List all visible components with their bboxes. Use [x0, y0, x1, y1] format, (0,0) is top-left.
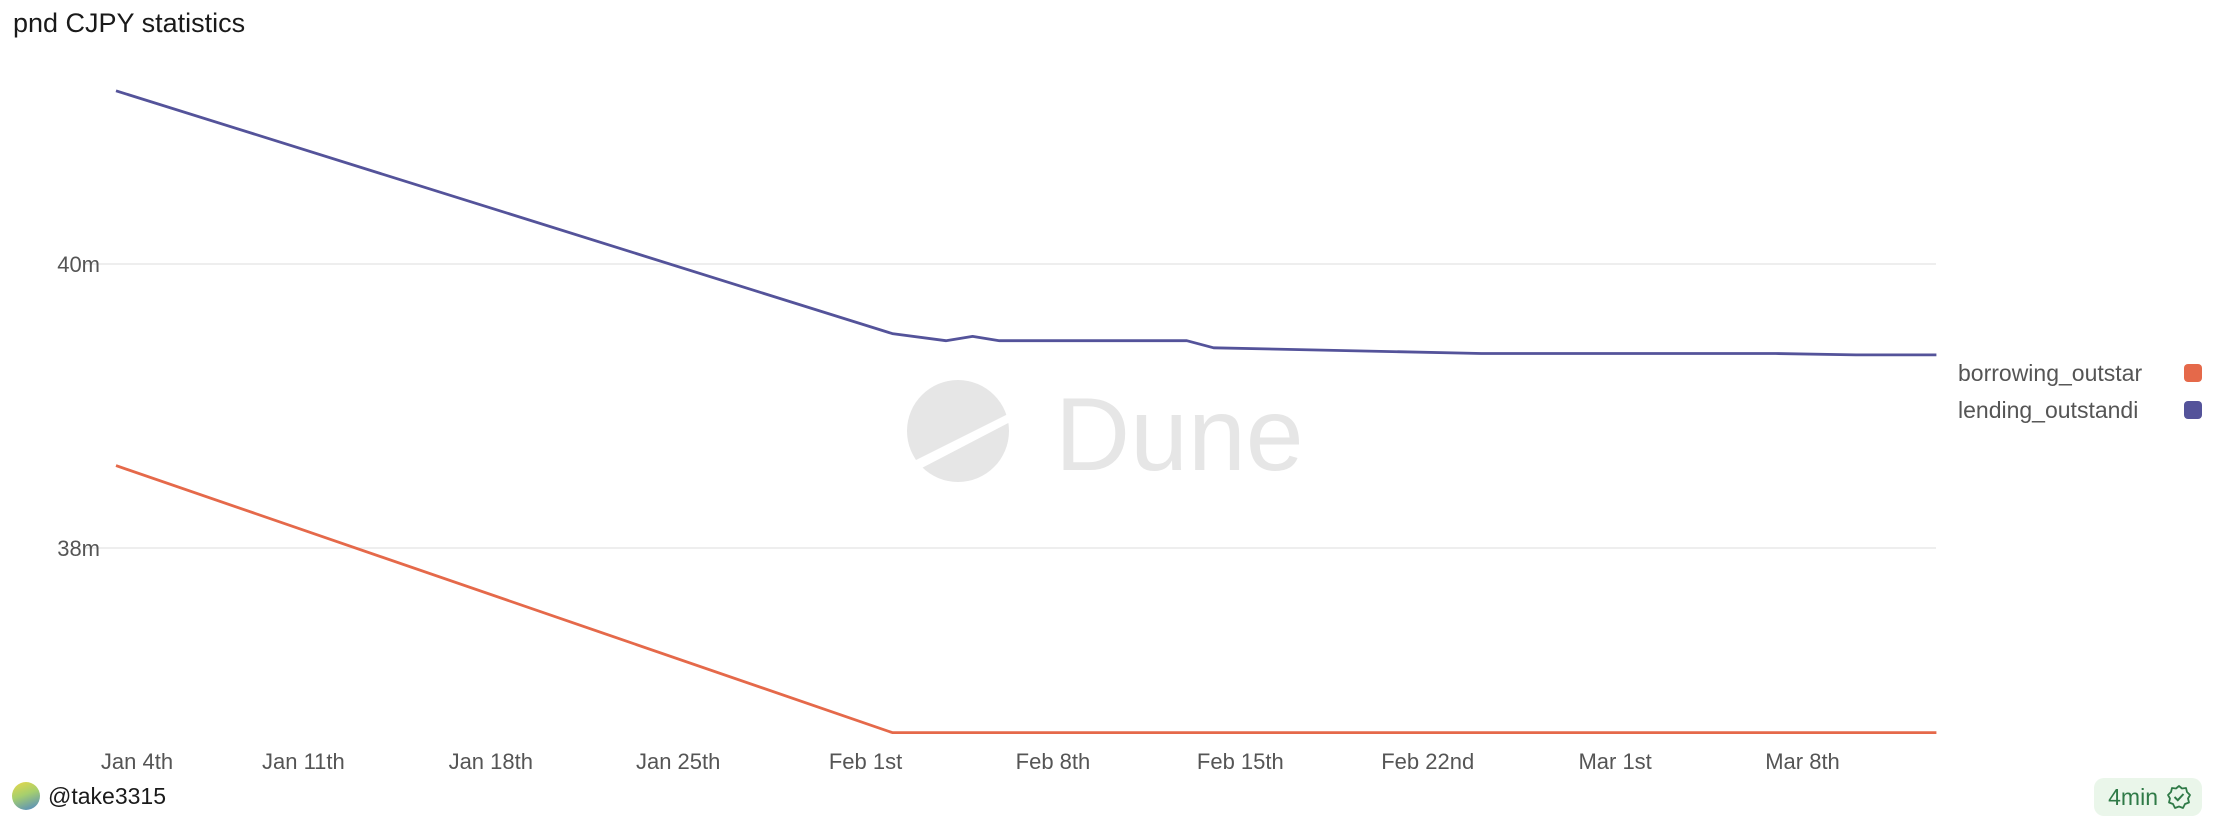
verified-check-icon [2167, 785, 2191, 809]
legend-swatch [2184, 364, 2202, 382]
x-tick-label: Jan 11th [262, 749, 345, 774]
x-tick-label: Feb 1st [829, 749, 902, 774]
author-name: @take3315 [48, 782, 166, 809]
x-tick-label: Feb 8th [1016, 749, 1091, 774]
legend-label: borrowing_outstar [1958, 360, 2142, 386]
x-tick-label: Jan 25th [636, 749, 720, 774]
legend-item[interactable]: lending_outstandi [1958, 397, 2202, 423]
x-tick-label: Mar 1st [1578, 749, 1651, 774]
x-tick-label: Jan 18th [449, 749, 533, 774]
legend-label: lending_outstandi [1958, 397, 2138, 423]
dune-watermark: Dune [907, 377, 1304, 493]
x-tick-label: Mar 8th [1765, 749, 1840, 774]
refresh-badge[interactable]: 4min [2094, 778, 2202, 816]
y-tick-label: 40m [57, 252, 100, 277]
chart-title: pnd CJPY statistics [13, 8, 246, 38]
legend-item[interactable]: borrowing_outstar [1958, 360, 2202, 386]
dune-logo-slash [912, 412, 1014, 470]
watermark-text: Dune [1055, 377, 1304, 493]
y-tick-label: 38m [57, 536, 100, 561]
avatar [12, 782, 40, 810]
series-line-lending_outstandi [115, 89, 1937, 357]
refresh-time: 4min [2108, 783, 2158, 810]
author[interactable]: @take3315 [12, 782, 166, 810]
legend-swatch [2184, 401, 2202, 419]
x-tick-label: Feb 15th [1197, 749, 1284, 774]
x-tick-label: Feb 22nd [1381, 749, 1474, 774]
series-line-borrowing_outstar [115, 464, 1937, 734]
x-tick-label: Jan 4th [101, 749, 173, 774]
